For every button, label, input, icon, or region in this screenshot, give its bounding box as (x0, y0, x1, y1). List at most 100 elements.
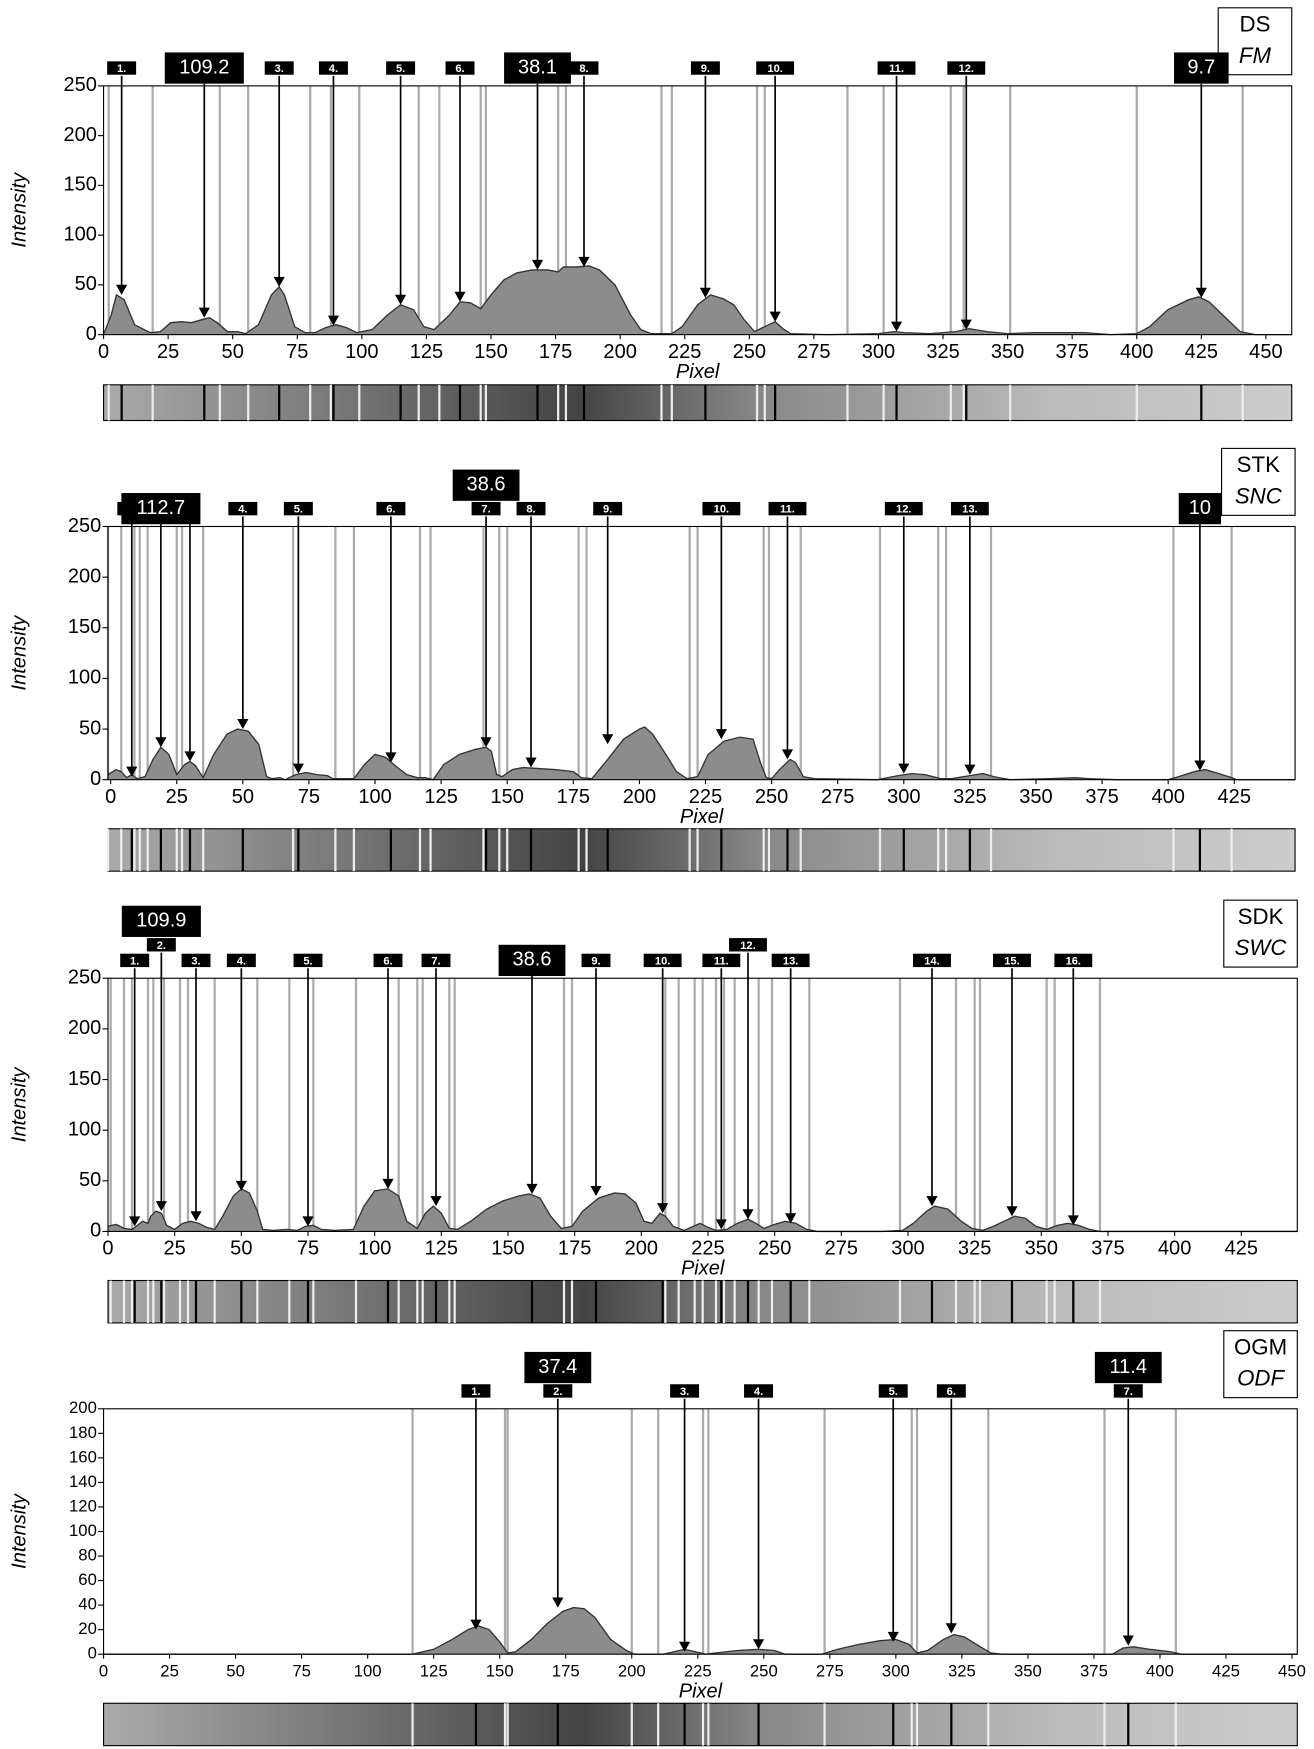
x-tick-label: 50 (232, 786, 254, 808)
x-tick-label: 425 (1225, 1238, 1258, 1260)
x-tick-label: 325 (953, 786, 986, 808)
band-label: 6. (383, 955, 392, 967)
y-tick-label: 140 (69, 1472, 97, 1491)
y-tick-label: 200 (63, 124, 96, 146)
band-label: 1. (130, 955, 139, 967)
x-axis-label: Pixel (679, 1680, 723, 1702)
arrowhead (293, 764, 304, 774)
x-tick-label: 425 (1212, 1661, 1240, 1680)
x-tick-label: 400 (1158, 1238, 1191, 1260)
arrowhead (716, 1219, 727, 1229)
corner-label: OGM (1234, 1334, 1287, 1359)
value-box-label: 11.4 (1110, 1356, 1147, 1378)
x-tick-label: 150 (491, 1238, 524, 1260)
y-tick-label: 20 (78, 1619, 97, 1638)
band-label: 9. (591, 955, 600, 967)
x-tick-label: 375 (1091, 1238, 1124, 1260)
value-box-label: 112.7 (137, 497, 186, 519)
profile-area (104, 1608, 1298, 1655)
arrowhead (126, 767, 137, 777)
x-tick-label: 175 (552, 1661, 580, 1680)
value-box-label: 38.6 (512, 949, 551, 971)
arrowhead (328, 316, 339, 326)
x-tick-label: 225 (684, 1661, 712, 1680)
x-tick-label: 150 (491, 786, 524, 808)
corner-sublabel: SWC (1235, 935, 1288, 960)
y-tick-label: 50 (79, 717, 101, 739)
arrowhead (552, 1598, 563, 1608)
arrowhead (1196, 288, 1207, 298)
band-label: 4. (754, 1386, 763, 1398)
arrowhead (302, 1216, 313, 1226)
x-tick-label: 400 (1151, 786, 1184, 808)
band-label: 7. (481, 504, 490, 516)
band-label: 1. (117, 63, 126, 75)
x-tick-label: 375 (1085, 786, 1118, 808)
gel-strip (104, 1703, 1298, 1745)
x-tick-label: 100 (358, 1238, 391, 1260)
y-tick-label: 80 (78, 1545, 97, 1564)
y-tick-label: 60 (78, 1570, 97, 1589)
x-tick-label: 100 (358, 786, 391, 808)
x-tick-label: 250 (733, 341, 766, 363)
plot-frame (108, 526, 1295, 779)
x-tick-label: 450 (1249, 341, 1282, 363)
x-tick-label: 375 (1055, 341, 1088, 363)
band-label: 6. (947, 1386, 956, 1398)
band-label: 6. (386, 504, 395, 516)
arrowhead (1194, 761, 1205, 771)
arrowhead (782, 749, 793, 759)
arrowhead (190, 1211, 201, 1221)
x-tick-label: 350 (1019, 786, 1052, 808)
x-tick-label: 125 (420, 1661, 448, 1680)
band-label: 8. (579, 63, 588, 75)
x-tick-label: 125 (410, 341, 443, 363)
band-label: 10. (714, 504, 729, 516)
x-tick-label: 175 (558, 1238, 591, 1260)
band-label: 1. (471, 1386, 480, 1398)
x-tick-label: 50 (230, 1238, 252, 1260)
arrowhead (155, 737, 166, 747)
y-tick-label: 0 (88, 1644, 97, 1663)
band-label: 13. (783, 955, 798, 967)
x-tick-label: 325 (958, 1238, 991, 1260)
y-tick-label: 50 (79, 1169, 101, 1191)
arrowhead (891, 322, 902, 332)
profile-area (108, 727, 1295, 780)
band-label: 2. (157, 940, 166, 952)
band-label: 12. (896, 504, 911, 516)
value-box-label: 38.6 (467, 474, 506, 496)
band-label: 13. (962, 504, 977, 516)
corner-label: STK (1237, 452, 1280, 477)
x-tick-label: 125 (425, 1238, 458, 1260)
y-tick-label: 180 (69, 1423, 97, 1442)
x-tick-label: 225 (689, 786, 722, 808)
corner-label: SDK (1238, 904, 1284, 929)
x-tick-label: 225 (691, 1238, 724, 1260)
arrowhead (926, 1196, 937, 1206)
x-tick-label: 325 (926, 341, 959, 363)
arrowhead (382, 1179, 393, 1189)
x-tick-label: 25 (160, 1661, 179, 1680)
corner-sublabel: FM (1239, 43, 1272, 68)
x-tick-label: 275 (825, 1238, 858, 1260)
band-label: 5. (294, 504, 303, 516)
arrowhead (964, 765, 975, 775)
x-tick-label: 250 (758, 1238, 791, 1260)
x-tick-label: 25 (164, 1238, 186, 1260)
x-tick-label: 175 (557, 786, 590, 808)
x-tick-label: 50 (222, 341, 244, 363)
x-tick-label: 325 (948, 1661, 976, 1680)
arrowhead (1123, 1636, 1134, 1646)
arrowhead (657, 1203, 668, 1213)
x-tick-label: 150 (486, 1661, 514, 1680)
x-tick-label: 50 (226, 1661, 245, 1680)
arrowhead (116, 285, 127, 295)
gel-strip (108, 829, 1295, 871)
arrowhead (184, 751, 195, 761)
x-tick-label: 400 (1120, 341, 1153, 363)
y-tick-label: 0 (90, 768, 101, 790)
x-tick-label: 425 (1185, 341, 1218, 363)
y-tick-label: 250 (63, 74, 96, 96)
arrowhead (156, 1201, 167, 1211)
